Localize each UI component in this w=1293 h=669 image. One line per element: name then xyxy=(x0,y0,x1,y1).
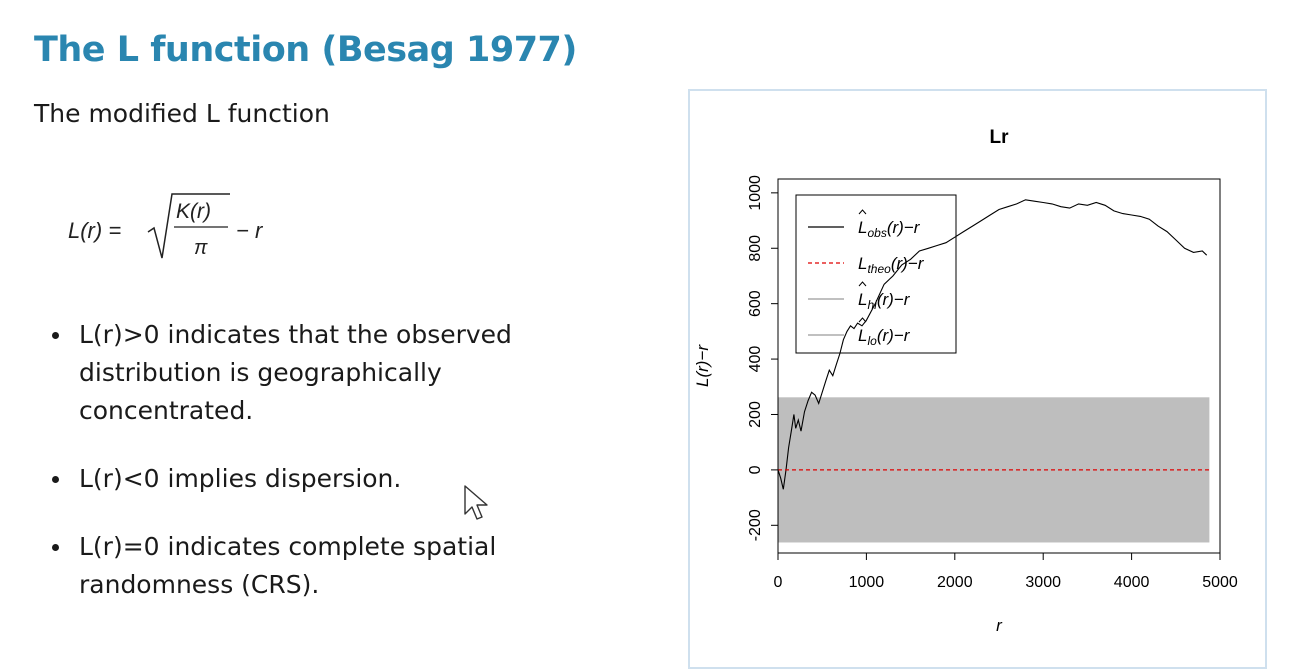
x-tick-label: 5000 xyxy=(1202,574,1238,591)
y-tick-label: 200 xyxy=(747,401,764,428)
x-axis-label: r xyxy=(996,616,1003,635)
bullet-line: concentrated. xyxy=(79,396,254,425)
l-function-formula: L(r) = K(r) π − r xyxy=(68,193,264,259)
bullet-line: distribution is geographically xyxy=(79,358,442,387)
bullet-line: L(r)<0 implies dispersion. xyxy=(79,464,402,493)
bullet-item: L(r)=0 indicates complete spatial random… xyxy=(52,528,612,604)
bullet-list: L(r)>0 indicates that the observed distr… xyxy=(52,316,612,634)
y-tick-label: -200 xyxy=(747,509,764,541)
legend-hat-icon xyxy=(858,317,867,323)
plot-box xyxy=(777,178,1221,554)
mouse-pointer-icon xyxy=(464,485,488,520)
y-tick-label: 1000 xyxy=(747,175,764,211)
bullet-dot-icon xyxy=(52,544,59,551)
legend-hat-icon xyxy=(858,209,867,215)
legend-label-lo: Llo(r)−r xyxy=(858,326,911,348)
bullet-dot-icon xyxy=(52,476,59,483)
legend-box xyxy=(795,194,957,354)
formula-denominator: π xyxy=(194,237,208,259)
l-function-plot: Lr 0 1000 2000 3000 4000 5000 -200 0 200 400 600 800… xyxy=(693,127,1238,635)
plot-frame xyxy=(688,89,1267,669)
y-tick-label: 800 xyxy=(747,235,764,262)
bullet-item: L(r)>0 indicates that the observed distr… xyxy=(52,316,612,430)
x-tick-label: 1000 xyxy=(849,574,885,591)
formula-tail: − r xyxy=(236,218,264,243)
legend-label-hi: Lhi(r)−r xyxy=(858,290,911,312)
bullet-line: randomness (CRS). xyxy=(79,570,320,599)
slide-title: The L function (Besag 1977) xyxy=(34,30,577,70)
slide-subtitle: The modified L function xyxy=(34,99,330,128)
x-tick-label: 2000 xyxy=(937,574,973,591)
y-tick-label: 0 xyxy=(747,465,764,474)
bullet-line: L(r)>0 indicates that the observed xyxy=(79,320,512,349)
x-tick-label: 0 xyxy=(774,574,783,591)
chart-title: Lr xyxy=(990,127,1010,148)
legend-hat-icon xyxy=(858,281,867,287)
legend-label-theo: Ltheo(r)−r xyxy=(858,254,925,276)
legend-label-obs: Lobs(r)−r xyxy=(858,218,921,240)
formula-numerator: K(r) xyxy=(176,200,211,223)
x-tick-label: 3000 xyxy=(1025,574,1061,591)
y-axis-label: L(r)−r xyxy=(693,344,712,387)
x-tick-label: 4000 xyxy=(1114,574,1150,591)
series-line-obs xyxy=(777,199,1208,490)
bullet-line: L(r)=0 indicates complete spatial xyxy=(79,532,497,561)
formula-lhs: L(r) = xyxy=(68,218,121,243)
bullet-item: L(r)<0 implies dispersion. xyxy=(52,460,612,498)
y-tick-label: 400 xyxy=(747,346,764,373)
y-tick-label: 600 xyxy=(747,290,764,317)
bullet-dot-icon xyxy=(52,332,59,339)
formula-sqrt-sign xyxy=(147,193,230,259)
